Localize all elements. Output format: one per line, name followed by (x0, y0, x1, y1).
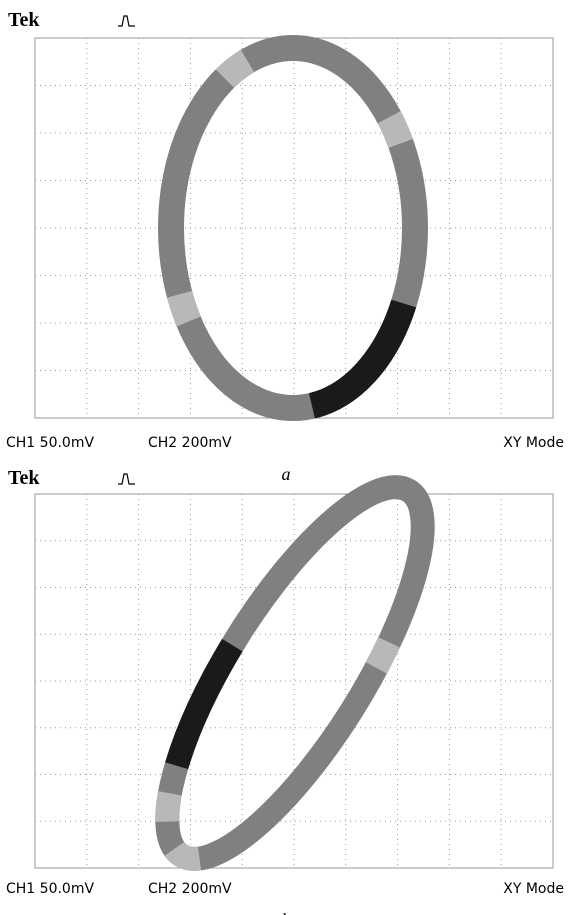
ch2-label: CH2 200mV (148, 881, 232, 897)
figure: Tek CH1 50.0mV CH2 200mV XY Mode a Tek C… (0, 0, 571, 915)
caption: a (282, 464, 291, 484)
mode-label: XY Mode (503, 881, 564, 897)
ch2-label: CH2 200mV (148, 435, 232, 451)
trigger-icon (118, 16, 135, 26)
trigger-icon (118, 474, 135, 484)
trace (123, 455, 466, 892)
ch1-label: CH1 50.0mV (6, 881, 94, 897)
graticule (35, 38, 553, 418)
brand: Tek (8, 9, 40, 31)
panel: Tek CH1 50.0mV CH2 200mV XY Mode b (6, 455, 564, 915)
brand: Tek (8, 467, 40, 489)
caption: b (282, 910, 291, 915)
ch1-label: CH1 50.0mV (6, 435, 94, 451)
panel: Tek CH1 50.0mV CH2 200mV XY Mode a (6, 9, 564, 484)
trace-group (123, 455, 466, 892)
mode-label: XY Mode (503, 435, 564, 451)
